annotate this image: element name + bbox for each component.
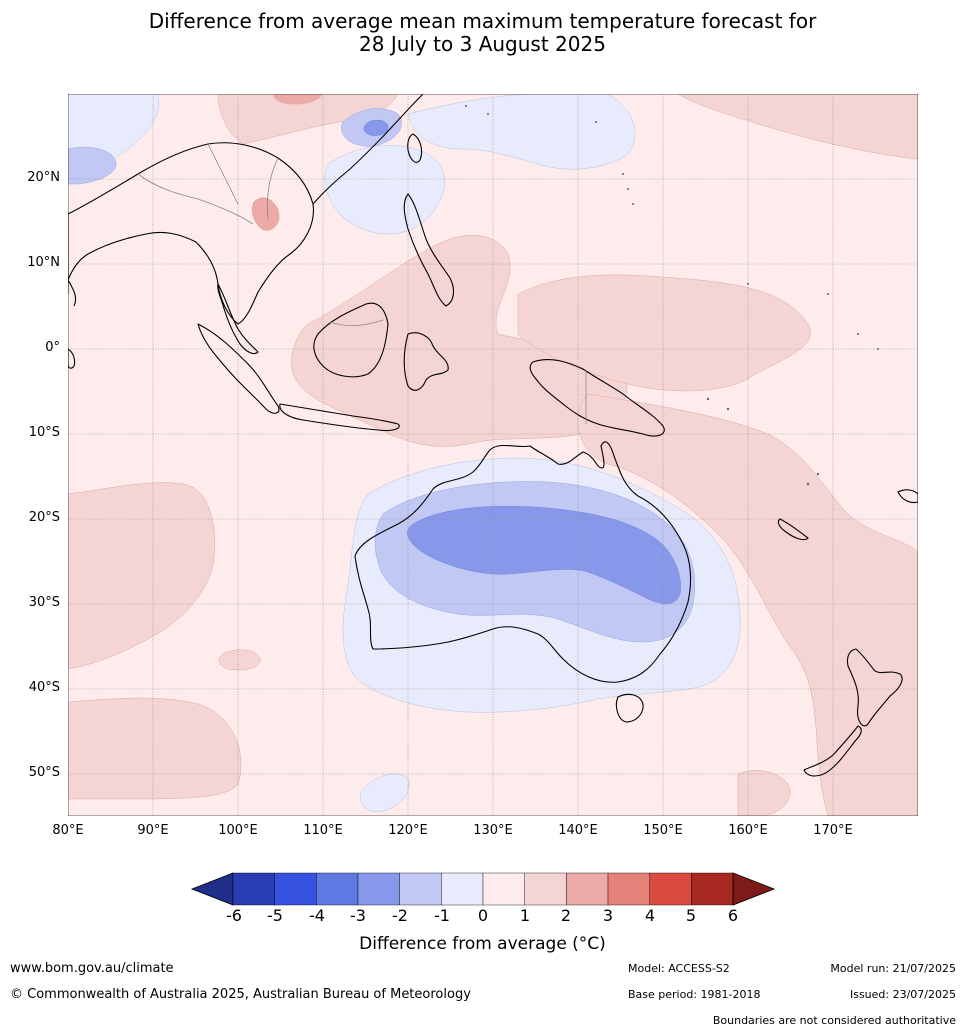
colorbar-cell xyxy=(441,872,484,906)
title-line-2: 28 July to 3 August 2025 xyxy=(359,32,606,56)
coast-sumatra xyxy=(197,323,280,414)
coast-java xyxy=(279,403,400,432)
lon-label-170e: 170°E xyxy=(813,823,853,838)
coast-india xyxy=(68,214,77,307)
cool-region-northwest-inner xyxy=(68,146,117,185)
lon-label-110e: 110°E xyxy=(303,823,343,838)
colorbar-cell xyxy=(649,872,692,906)
colorbar-tick: -1 xyxy=(434,906,450,925)
coast-tasmania xyxy=(615,693,644,723)
coast-borneo xyxy=(313,302,389,378)
border-mainland xyxy=(137,143,279,225)
anomaly-2-to-3-spot xyxy=(252,197,280,231)
colorbar-cell xyxy=(316,872,359,906)
colorbar-cell xyxy=(691,872,734,906)
colorbar-tick: 5 xyxy=(685,906,697,925)
base-period: Base period: 1981-2018 xyxy=(628,988,761,1001)
colorbar-tick: 1 xyxy=(519,906,531,925)
lat-label-10n: 10°N xyxy=(27,255,60,270)
lat-label-20n: 20°N xyxy=(27,170,60,185)
cool-region-south xyxy=(360,773,410,813)
chart-title: Difference from average mean maximum tem… xyxy=(0,10,965,56)
lon-label-160e: 160°E xyxy=(728,823,768,838)
warm-patch-southern-ocean xyxy=(68,697,242,800)
coast-china xyxy=(312,94,424,205)
colorbar-tick: -3 xyxy=(350,906,366,925)
coast-new-guinea xyxy=(529,359,665,437)
warm-patch-indian-ocean xyxy=(68,482,215,670)
model-run-date: Model run: 21/07/2025 xyxy=(830,962,956,975)
colorbar-extend-low xyxy=(190,872,234,906)
model-name: Model: ACCESS-S2 xyxy=(628,962,730,975)
graticule xyxy=(68,94,918,816)
colorbar-cell xyxy=(274,872,317,906)
lat-label-30s: 30°S xyxy=(28,595,60,610)
coast-philippines xyxy=(403,193,455,307)
issued-date: Issued: 23/07/2025 xyxy=(849,988,956,1001)
lon-label-80e: 80°E xyxy=(52,823,84,838)
coast-mainland-se-asia xyxy=(68,142,314,325)
colorbar-tick: 6 xyxy=(727,906,739,925)
colorbar-cell xyxy=(232,872,275,906)
coast-sri-lanka xyxy=(68,348,76,369)
forecast-map xyxy=(68,94,918,816)
colorbar-cell xyxy=(566,872,609,906)
cool-region-south-china-sea xyxy=(324,145,445,235)
colorbar-tick: 3 xyxy=(602,906,614,925)
lon-label-90e: 90°E xyxy=(137,823,169,838)
colorbar-tick: 4 xyxy=(644,906,656,925)
colorbar-tick: -5 xyxy=(267,906,283,925)
border-borneo xyxy=(329,319,384,326)
small-islands xyxy=(465,105,879,486)
coast-new-zealand-north xyxy=(846,648,903,727)
colorbar-extend-high xyxy=(732,872,776,906)
lon-label-100e: 100°E xyxy=(218,823,258,838)
lon-label-150e: 150°E xyxy=(643,823,683,838)
warm-patch-pacific-north xyxy=(517,274,811,392)
coastlines xyxy=(68,94,918,777)
cool-core-taiwan xyxy=(363,119,389,136)
colorbar-label: Difference from average (°C) xyxy=(359,934,606,954)
warm-patch-southwest xyxy=(737,770,791,816)
colorbar xyxy=(190,872,776,906)
coast-new-zealand-south xyxy=(803,725,862,777)
colorbar-tick: 0 xyxy=(477,906,489,925)
website-link[interactable]: www.bom.gov.au/climate xyxy=(10,961,174,976)
lat-label-10s: 10°S xyxy=(28,425,60,440)
colorbar-cell xyxy=(607,872,650,906)
title-line-1: Difference from average mean maximum tem… xyxy=(148,9,817,33)
colorbar-cell xyxy=(524,872,567,906)
country-borders xyxy=(137,143,587,424)
anomaly-2-to-3-china xyxy=(273,94,323,105)
anomaly-neg3-to-neg2-regions xyxy=(363,119,681,604)
coast-australia xyxy=(354,441,692,683)
warm-patch-small xyxy=(218,649,261,671)
colorbar-tick: -2 xyxy=(392,906,408,925)
lat-label-40s: 40°S xyxy=(28,680,60,695)
colorbar-tick: 2 xyxy=(560,906,572,925)
lon-label-130e: 130°E xyxy=(473,823,513,838)
colorbar-cell xyxy=(482,872,525,906)
warm-patch-northeast xyxy=(677,94,918,160)
cool-core-australia xyxy=(407,506,681,604)
cool-region-pacific xyxy=(407,94,636,170)
coast-fiji xyxy=(897,489,918,504)
colorbar-tick: -4 xyxy=(309,906,325,925)
anomaly-1-to-2-regions xyxy=(68,94,918,816)
colorbar-cell xyxy=(399,872,442,906)
copyright-text: © Commonwealth of Australia 2025, Austra… xyxy=(10,987,471,1002)
coast-taiwan xyxy=(407,133,423,163)
colorbar-cells xyxy=(190,872,776,906)
coast-malay-peninsula xyxy=(217,283,259,355)
disclaimer: Boundaries are not considered authoritat… xyxy=(712,1014,956,1027)
colorbar-cell xyxy=(357,872,400,906)
lat-label-50s: 50°S xyxy=(28,765,60,780)
coast-sulawesi xyxy=(403,332,449,391)
colorbar-tick: -6 xyxy=(226,906,242,925)
lon-label-140e: 140°E xyxy=(558,823,598,838)
coast-new-caledonia xyxy=(777,518,809,541)
lon-label-120e: 120°E xyxy=(388,823,428,838)
lat-label-0: 0° xyxy=(45,340,60,355)
lat-label-20s: 20°S xyxy=(28,510,60,525)
